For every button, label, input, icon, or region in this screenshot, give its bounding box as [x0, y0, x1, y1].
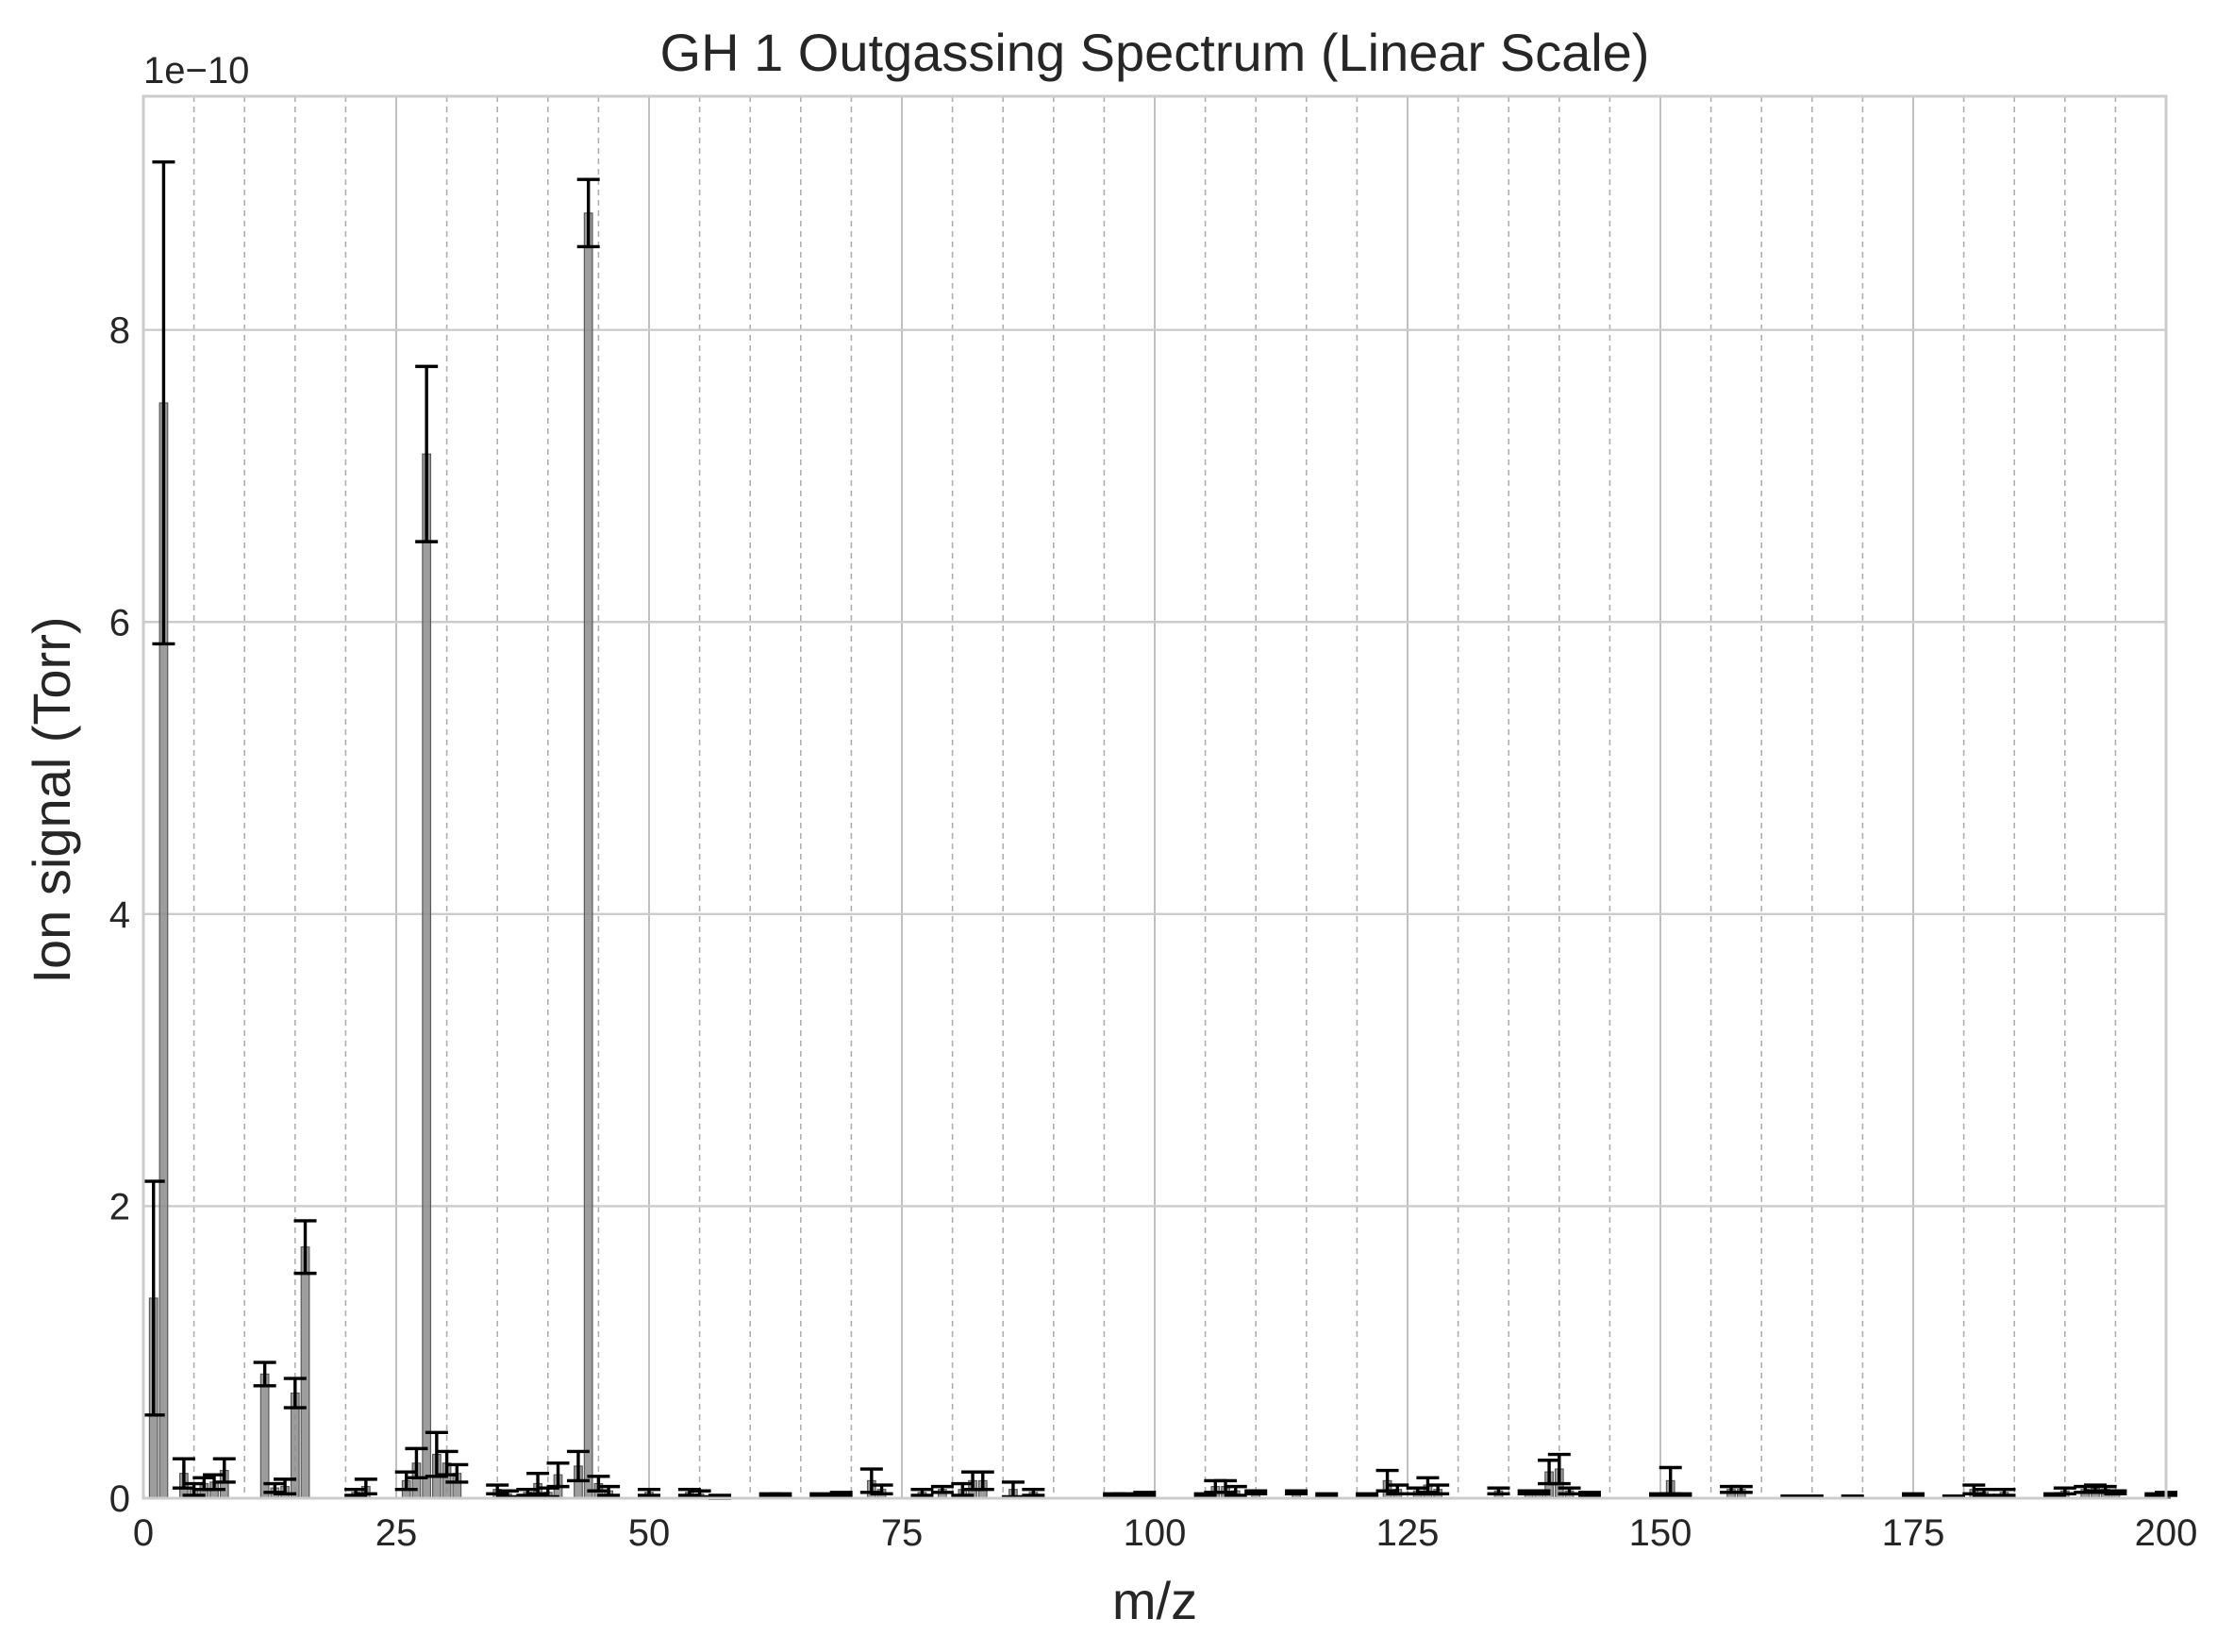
errorbar: [495, 1489, 519, 1499]
errorbar: [1112, 1492, 1136, 1499]
errorbar: [769, 1492, 792, 1499]
errorbar: [253, 1360, 276, 1388]
y-axis-offset-label: 1e−10: [143, 50, 249, 92]
errorbar: [1386, 1483, 1409, 1496]
errorbar: [971, 1470, 994, 1492]
x-tick-label: 125: [1376, 1512, 1440, 1554]
bar: [583, 212, 593, 1499]
plot-frame: [142, 94, 2168, 1500]
errorbar: [566, 1449, 590, 1483]
errorbar: [1902, 1492, 1925, 1499]
x-tick-label: 175: [1882, 1512, 1945, 1554]
errorbar: [1244, 1489, 1268, 1496]
errorbar: [142, 1179, 165, 1417]
errorbar: [870, 1483, 893, 1496]
errorbar: [1558, 1486, 1581, 1496]
x-tick-label: 50: [628, 1512, 671, 1554]
errorbar: [283, 1377, 307, 1410]
errorbar: [212, 1457, 236, 1484]
x-tick-label: 25: [375, 1512, 418, 1554]
errorbar: [394, 1470, 418, 1492]
errorbar: [1669, 1492, 1692, 1499]
errorbar: [445, 1462, 469, 1484]
errorbar: [1426, 1483, 1450, 1496]
bar: [422, 453, 432, 1499]
errorbar: [597, 1484, 621, 1497]
errorbar: [1285, 1489, 1309, 1496]
errorbar: [274, 1477, 297, 1496]
errorbar: [405, 1446, 428, 1480]
errorbar: [415, 364, 439, 543]
errorbar: [546, 1461, 570, 1489]
y-tick-label: 2: [109, 1186, 130, 1227]
errorbar: [1001, 1480, 1025, 1499]
errorbar: [1577, 1491, 1601, 1497]
errorbar: [1973, 1488, 1996, 1497]
errorbar: [2053, 1486, 2076, 1496]
grid-layer: [143, 96, 2166, 1498]
errorbar: [526, 1471, 550, 1496]
bar: [259, 1373, 270, 1499]
errorbar: [638, 1488, 660, 1497]
errorbar: [576, 177, 600, 249]
errorbar: [829, 1491, 853, 1497]
errorbar: [1315, 1492, 1339, 1499]
errorbar: [809, 1492, 833, 1499]
ticks-layer: 0 25 50 75 100 125 150 175 200 0 2 4 6 8: [109, 310, 2198, 1554]
errorbar: [152, 159, 175, 646]
errorbar: [910, 1488, 934, 1497]
errorbar: [1356, 1492, 1379, 1499]
errorbar: [2104, 1489, 2127, 1496]
errorbar: [354, 1477, 377, 1496]
errorbar: [930, 1484, 954, 1494]
x-tick-label: 0: [133, 1512, 154, 1554]
errorbar: [1133, 1491, 1157, 1497]
x-tick-label: 150: [1629, 1512, 1692, 1554]
y-tick-label: 6: [109, 602, 130, 643]
errorbar: [1527, 1489, 1551, 1496]
errorbar: [1193, 1492, 1217, 1499]
errorbar: [1487, 1486, 1510, 1496]
x-tick-label: 100: [1124, 1512, 1187, 1554]
errorbar: [1375, 1468, 1399, 1493]
x-tick-label: 200: [2135, 1512, 2198, 1554]
y-tick-label: 4: [109, 894, 130, 936]
bar: [300, 1246, 310, 1499]
chart-title: GH 1 Outgassing Spectrum (Linear Scale): [660, 23, 1650, 82]
y-tick-label: 0: [109, 1478, 130, 1520]
errorbar: [587, 1475, 610, 1493]
errorbar: [1992, 1488, 2016, 1497]
errorbar: [1224, 1484, 1247, 1497]
errorbar: [1729, 1484, 1753, 1494]
errorbar: [688, 1489, 711, 1499]
y-tick-label: 8: [109, 310, 130, 352]
errorbar: [1547, 1452, 1571, 1486]
errorbars-layer: [142, 159, 2177, 1500]
x-tick-label: 75: [881, 1512, 924, 1554]
errorbar: [1022, 1488, 1045, 1497]
errorbar: [293, 1219, 317, 1276]
y-axis-label: Ion signal (Torr): [22, 616, 81, 983]
x-axis-label: m/z: [1112, 1571, 1197, 1630]
